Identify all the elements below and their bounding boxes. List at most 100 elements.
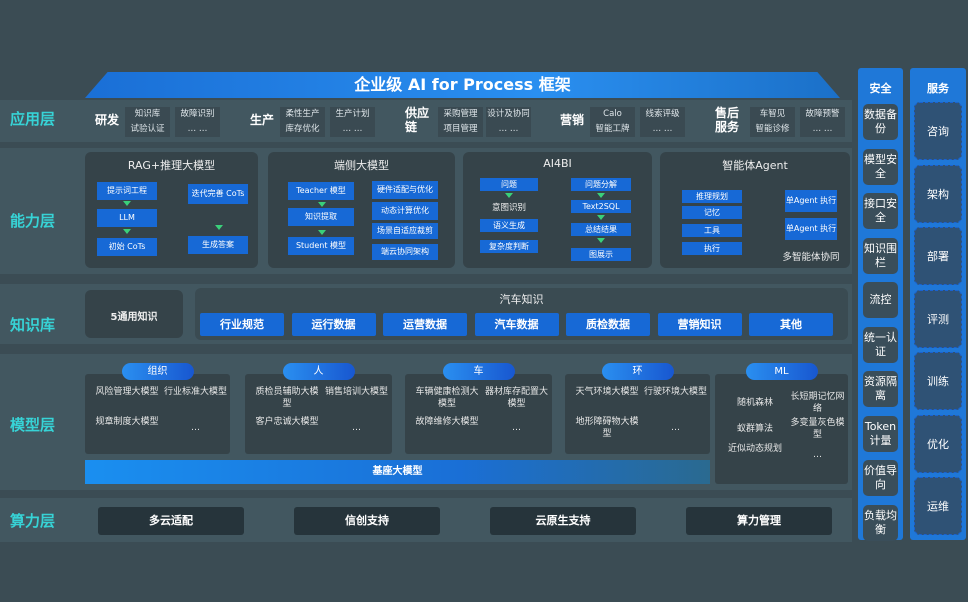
model-item[interactable]: 随机森林 [736,398,773,408]
security-item[interactable]: 接口安全 [863,193,898,229]
service-item[interactable]: 评测 [914,289,962,348]
capability-node[interactable]: Text2SQL [571,200,631,213]
app-item[interactable]: 采购管理 [443,109,478,119]
app-item[interactable]: 柔性生产 [285,109,320,119]
model-item[interactable]: 车辆健康检测大模型 [415,387,479,409]
model-item[interactable]: 近似动态规划 [727,444,782,454]
capability-node[interactable]: LLM [97,209,157,227]
model-group-tab[interactable]: 人 [282,363,355,380]
knowledge-button[interactable]: 汽车数据 [474,313,559,336]
knowledge-button[interactable]: 行业规范 [200,313,284,336]
app-item[interactable]: … … [498,124,519,134]
security-item[interactable]: 价值导向 [863,460,898,496]
capability-node[interactable]: 执行 [682,242,742,255]
model-item[interactable]: 故障维修大模型 [415,417,479,427]
app-item[interactable]: 智能诊修 [755,124,790,134]
security-item[interactable]: 统一认证 [863,326,898,363]
model-item[interactable]: 销售培训大模型 [324,387,388,397]
service-item[interactable]: 架构 [914,164,962,223]
app-item[interactable]: 库存优化 [285,124,320,134]
capability-node[interactable]: 推理规划 [682,190,742,203]
model-group-tab[interactable]: 环 [601,363,674,380]
app-item[interactable]: … … [342,124,363,134]
knowledge-button[interactable]: 其他 [749,313,833,336]
compute-button[interactable]: 多云适配 [98,507,244,535]
capability-node[interactable]: 意图识别 [491,203,526,213]
model-item[interactable]: 地形障碍物大模型 [575,417,639,439]
model-item[interactable]: … [813,450,822,460]
app-item[interactable]: Calo [603,109,622,119]
capability-node[interactable]: 语义生成 [480,219,538,232]
model-item[interactable]: 客户忠诚大模型 [255,417,319,427]
service-item[interactable]: 训练 [914,352,962,410]
app-item[interactable]: 线索评级 [645,109,680,119]
capability-node[interactable]: 知识提取 [288,208,354,226]
capability-node[interactable]: 图展示 [571,248,631,261]
model-item[interactable]: 风险管理大模型 [95,387,159,397]
service-item[interactable]: 咨询 [914,102,962,160]
knowledge-button[interactable]: 运营数据 [383,313,467,336]
capability-node[interactable]: 问题 [480,178,538,191]
capability-node[interactable]: 问题分解 [571,178,631,191]
service-item[interactable]: 部署 [914,227,962,285]
capability-node[interactable]: 场景自适应裁剪 [372,223,438,239]
model-item[interactable]: 行业标准大模型 [163,387,227,397]
knowledge-button[interactable]: 运行数据 [291,313,376,336]
app-item[interactable]: … … [812,124,833,134]
model-item[interactable]: 蚁群算法 [736,424,773,434]
security-item[interactable]: 知识围栏 [863,237,898,274]
security-item[interactable]: 数据备份 [863,104,898,140]
compute-button[interactable]: 算力管理 [686,507,832,535]
model-group-tab[interactable]: 组织 [121,363,194,380]
capability-node[interactable]: Teacher 模型 [288,182,354,200]
capability-node[interactable]: 复杂度判断 [480,240,538,253]
app-item[interactable]: … … [187,124,208,134]
capability-node[interactable]: 提示词工程 [97,182,157,200]
model-item[interactable]: 质检员辅助大模型 [255,387,319,409]
app-item[interactable]: 故障预警 [805,109,840,119]
compute-button[interactable]: 云原生支持 [490,507,636,535]
model-item[interactable]: 长短期记忆网络 [790,392,845,414]
knowledge-button[interactable]: 营销知识 [657,313,742,336]
app-item[interactable]: 设计及协同 [487,109,530,119]
capability-node[interactable]: 迭代完善 CoTs [188,184,248,204]
model-item[interactable]: … [512,423,521,433]
model-item[interactable]: 多变量灰色模型 [790,418,845,440]
app-item[interactable]: 项目管理 [443,124,478,134]
service-item[interactable]: 优化 [914,414,962,473]
model-item[interactable]: … [352,423,361,433]
security-item[interactable]: 资源隔离 [863,371,898,407]
capability-node[interactable]: 单Agent 执行 [785,190,837,212]
model-item[interactable]: 器材库存配置大模型 [484,387,548,409]
app-item[interactable]: 知识库 [134,109,161,119]
capability-node[interactable]: 总结结果 [571,223,631,236]
app-item[interactable]: 车智见 [759,109,786,119]
capability-node[interactable]: 单Agent 执行 [785,218,837,240]
app-item[interactable]: 生产计划 [335,109,370,119]
capability-node[interactable]: 记忆 [682,206,742,219]
security-item[interactable]: 流控 [863,282,898,318]
capability-node[interactable]: 端云协同架构 [372,244,438,260]
capability-node[interactable]: 生成答案 [188,236,248,254]
service-item[interactable]: 运维 [914,477,962,535]
knowledge-button[interactable]: 质检数据 [566,313,650,336]
capability-node[interactable]: 硬件适配与优化 [372,181,438,199]
app-item[interactable]: 试验认证 [130,124,165,134]
model-item[interactable]: 天气环境大模型 [575,387,639,397]
compute-button[interactable]: 信创支持 [294,507,440,535]
model-item[interactable]: … [191,423,200,433]
security-item[interactable]: 模型安全 [863,148,898,185]
security-item[interactable]: 负载均衡 [863,504,898,541]
model-item[interactable]: 规章制度大模型 [95,417,159,427]
model-item[interactable]: 行驶环境大模型 [643,387,707,397]
app-item[interactable]: 智能工牌 [595,124,630,134]
model-item[interactable]: … [671,423,680,433]
model-group-tab[interactable]: 车 [442,363,515,380]
capability-node[interactable]: 动态计算优化 [372,202,438,220]
capability-node[interactable]: 工具 [682,224,742,237]
general-knowledge[interactable]: 5通用知识 [110,312,158,323]
app-item[interactable]: … … [652,124,673,134]
capability-node[interactable]: 初始 CoTs [97,238,157,256]
app-item[interactable]: 故障识别 [180,109,215,119]
security-item[interactable]: Token计量 [863,415,898,452]
